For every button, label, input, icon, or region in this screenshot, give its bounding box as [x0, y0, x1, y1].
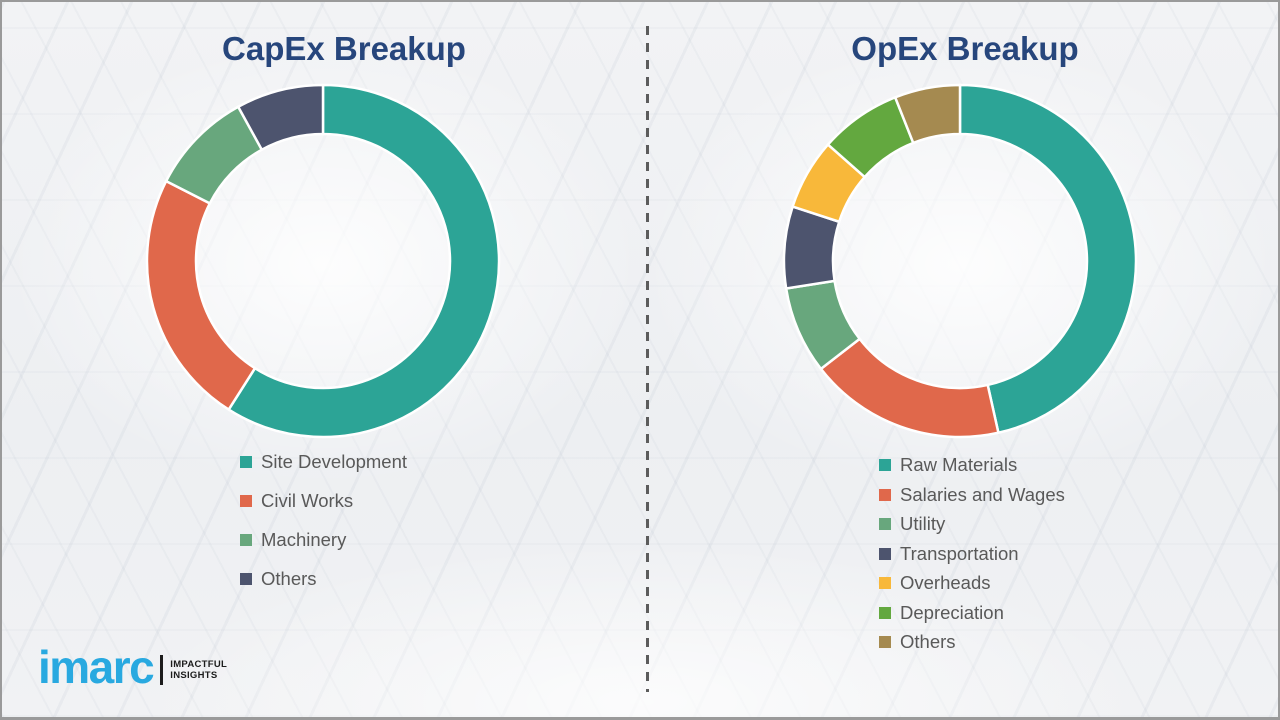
legend-color-marker — [240, 456, 252, 468]
donut-segment-site-development — [227, 83, 501, 439]
legend-color-marker — [240, 495, 252, 507]
donut-segment-others — [893, 83, 962, 145]
legend-item-civil-works: Civil Works — [240, 490, 407, 512]
legend-color-marker — [879, 459, 891, 471]
opex-legend: Raw Materials Salaries and Wages Utility Tr… — [879, 454, 1065, 653]
legend-color-marker — [879, 606, 891, 619]
legend-label: Utility — [900, 513, 946, 534]
opex-chart-title: OpEx Breakup — [851, 30, 1079, 67]
imarc-logo-wordmark: imarc — [38, 641, 155, 693]
legend-item-raw-materials: Raw Materials — [879, 454, 1065, 476]
legend-color-marker — [240, 534, 252, 546]
imarc-logo-separator-bar — [160, 655, 164, 685]
legend-label: Site Development — [261, 451, 408, 472]
donut-segment-others — [236, 83, 325, 151]
capex-donut-chart — [145, 83, 501, 439]
legend-label: Depreciation — [900, 601, 1004, 623]
legend-label: Machinery — [261, 529, 347, 550]
imarc-tagline-line1: IMPACTFUL — [170, 659, 228, 670]
legend-label: Overheads — [900, 572, 991, 593]
imarc-tagline-line2: INSIGHTS — [170, 670, 218, 681]
legend-item-site-development: Site Development — [240, 451, 407, 473]
legend-item-transportation: Transportation — [879, 543, 1065, 565]
dashed-divider-line — [646, 26, 649, 692]
legend-item-others: Others — [240, 568, 407, 590]
legend-label: Transportation — [900, 542, 1019, 564]
donut-segment-civil-works — [145, 179, 257, 411]
legend-label: Civil Works — [261, 490, 354, 511]
legend-label: Others — [261, 568, 317, 589]
capex-chart-title: CapEx Breakup — [222, 30, 466, 67]
legend-color-marker — [879, 577, 891, 589]
legend-label: Raw Materials — [900, 454, 1018, 475]
donut-segment-salaries-and-wages — [819, 337, 1000, 439]
legend-color-marker — [879, 518, 891, 530]
imarc-logo: imarc IMPACTFUL INSIGHTS — [38, 642, 227, 690]
capex-donut-svg — [145, 83, 501, 439]
legend-item-depreciation: Depreciation — [879, 602, 1065, 624]
legend-color-marker — [879, 636, 891, 648]
legend-label: Others — [900, 631, 956, 652]
capex-legend: Site Development Civil Works Machinery Othe… — [240, 451, 407, 590]
opex-donut-chart — [782, 83, 1138, 439]
legend-item-machinery: Machinery — [240, 529, 407, 551]
imarc-logo-tagline: IMPACTFUL INSIGHTS — [170, 659, 227, 681]
legend-color-marker — [879, 547, 891, 560]
legend-label: Salaries and Wages — [900, 483, 1065, 505]
legend-item-others: Others — [879, 631, 1065, 653]
legend-item-overheads: Overheads — [879, 572, 1065, 594]
legend-item-utility: Utility — [879, 513, 1065, 535]
opex-donut-svg — [782, 83, 1138, 439]
legend-item-salaries-and-wages: Salaries and Wages — [879, 484, 1065, 506]
legend-color-marker — [240, 573, 252, 585]
legend-color-marker — [879, 488, 891, 501]
donut-segment-raw-materials — [958, 83, 1138, 435]
